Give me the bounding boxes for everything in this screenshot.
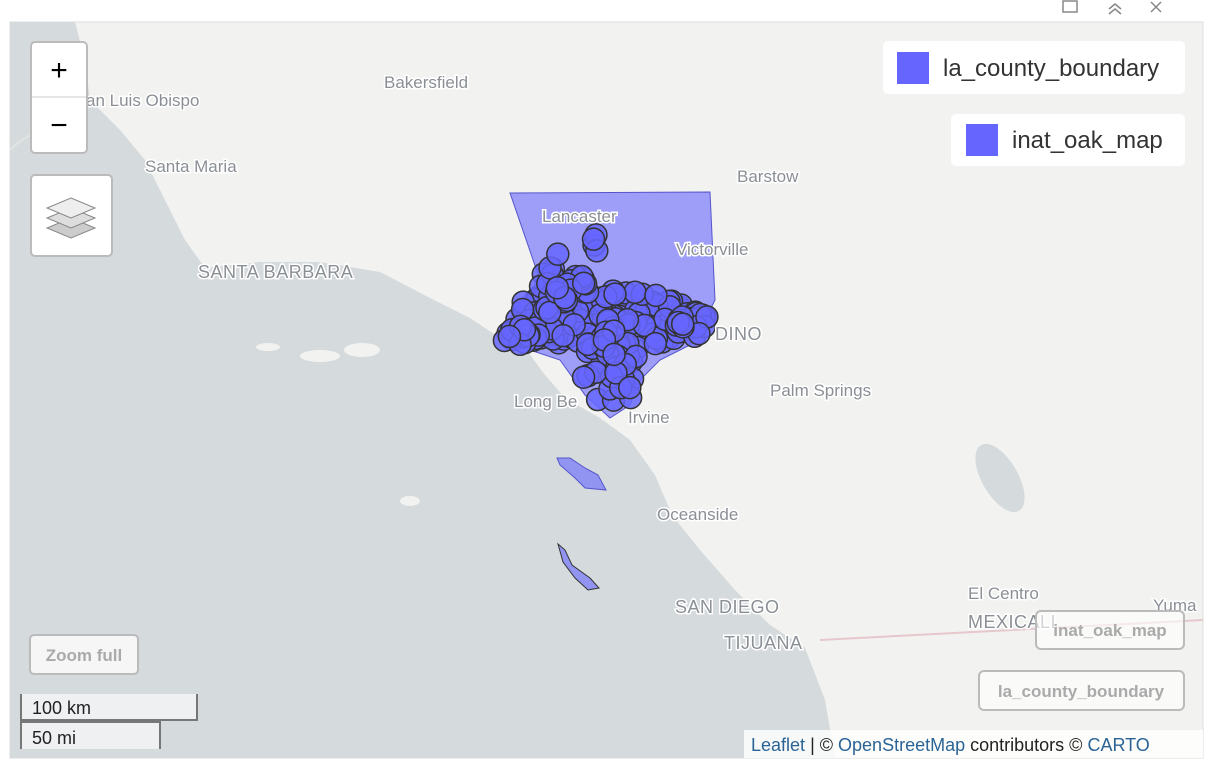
place-label: MEXICALI: [968, 612, 1056, 632]
zoom-in[interactable]: +: [50, 54, 68, 87]
islands: [256, 343, 420, 506]
place-label: DINO: [715, 324, 762, 344]
place-label: SANTA BARBARA: [198, 262, 353, 282]
observation-marker[interactable]: [545, 275, 570, 300]
place-label: Palm Springs: [770, 381, 871, 400]
observation-marker[interactable]: [644, 283, 668, 308]
attribution-text: Leaflet | © OpenStreetMap contributors ©…: [751, 735, 1150, 755]
observation-marker[interactable]: [670, 312, 695, 336]
place-label: Barstow: [737, 167, 799, 186]
layer-button-label[interactable]: la_county_boundary: [998, 682, 1165, 701]
zoom-out[interactable]: −: [50, 109, 68, 142]
place-label: TIJUANA: [724, 633, 803, 653]
observation-marker[interactable]: [618, 375, 642, 400]
zoom-full-button[interactable]: Zoom full: [29, 634, 139, 675]
place-label: Irvine: [628, 408, 670, 427]
observation-marker[interactable]: [551, 323, 575, 348]
place-label: Victorville: [676, 240, 748, 259]
link[interactable]: OpenStreetMap: [838, 735, 965, 755]
salton-sea: [975, 443, 1025, 513]
place-label: Lancaster: [542, 207, 617, 226]
observation-marker[interactable]: [571, 365, 596, 389]
text: contributors ©: [970, 735, 1082, 755]
window-icons: [1062, 0, 1162, 15]
layer-button-label[interactable]: inat_oak_map: [1053, 621, 1166, 640]
place-label: SAN DIEGO: [675, 597, 780, 617]
observation-marker[interactable]: [546, 242, 570, 266]
ocean: [10, 22, 835, 758]
place-label: Santa Maria: [145, 157, 237, 176]
observation-marker[interactable]: [602, 342, 626, 367]
scale-bar: 100 km 50 mi: [20, 694, 198, 749]
legend-label: inat_oak_map: [1012, 127, 1163, 154]
legend-swatch: [966, 124, 998, 156]
oak-observations: [492, 223, 719, 412]
place-label: Long Be: [514, 392, 577, 411]
catalina: [556, 457, 607, 491]
place-label: Bakersfield: [384, 73, 468, 92]
legend-label: la_county_boundary: [943, 55, 1159, 82]
legend-swatch: [897, 52, 929, 84]
observation-marker[interactable]: [571, 271, 596, 295]
layers-control[interactable]: [30, 174, 113, 257]
observation-marker[interactable]: [603, 282, 627, 306]
link[interactable]: Leaflet: [751, 735, 805, 755]
place-label: Oceanside: [657, 505, 738, 524]
scale-label: 50 mi: [32, 728, 76, 748]
layer-buttons: inat_oak_map la_county_boundary: [978, 610, 1185, 711]
san-clemente: [557, 542, 600, 591]
observation-marker[interactable]: [497, 324, 522, 349]
observation-marker[interactable]: [623, 280, 647, 305]
zoom-control: + −: [30, 41, 88, 154]
attribution: Leaflet | © OpenStreetMap contributors ©…: [744, 730, 1203, 758]
scale-label: 100 km: [32, 698, 91, 718]
place-label: El Centro: [968, 584, 1039, 603]
layer-button[interactable]: [1035, 610, 1185, 650]
observation-marker[interactable]: [581, 227, 606, 251]
button-label[interactable]: Zoom full: [46, 646, 122, 665]
observation-marker[interactable]: [643, 331, 668, 356]
text: | ©: [810, 735, 833, 755]
legend: la_county_boundary inat_oak_map: [883, 41, 1185, 166]
link[interactable]: CARTO: [1087, 735, 1149, 755]
layer-button[interactable]: [978, 670, 1185, 711]
place-label: an Luis Obispo: [86, 91, 199, 110]
